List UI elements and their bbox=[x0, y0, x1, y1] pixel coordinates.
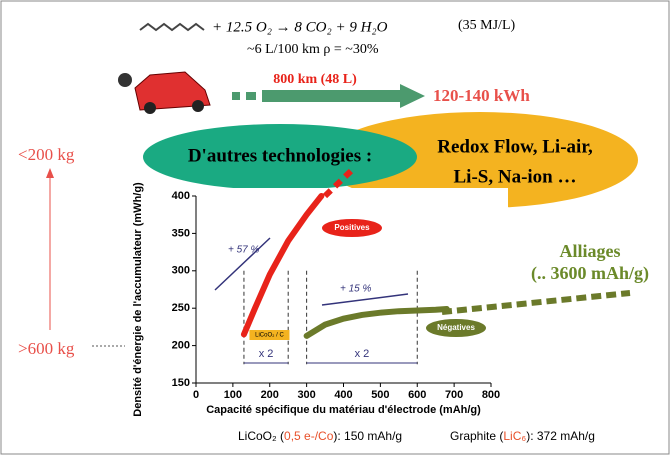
footer-part: ): 372 mAh/g bbox=[526, 429, 595, 443]
x-tick-label: 700 bbox=[445, 389, 463, 401]
x-tick-label: 400 bbox=[334, 389, 352, 401]
annotation: x 2 bbox=[259, 348, 274, 360]
alloys: Alliages bbox=[560, 241, 621, 261]
footer-part: LiC₆ bbox=[503, 429, 526, 443]
footer-part: 0,5 e-/Co bbox=[284, 429, 334, 443]
y-axis-label: Densité d'énergie de l'accumulateur (mWh… bbox=[132, 182, 144, 417]
tech-line: Li-S, Na-ion … bbox=[454, 166, 577, 187]
consumption: ~6 L/100 km ρ = ~30% bbox=[247, 42, 379, 57]
x-tick-label: 800 bbox=[482, 389, 500, 401]
annotation: x 2 bbox=[355, 348, 370, 360]
footer-part: LiCoO₂ ( bbox=[238, 429, 284, 443]
energy-density: (35 MJ/L) bbox=[458, 18, 516, 33]
x-axis-label: Capacité spécifique du matériau d'électr… bbox=[206, 404, 481, 416]
range-label: 800 km (48 L) bbox=[273, 72, 357, 87]
slide: + 12.5 O₂ → 8 CO₂ + 9 H₂O (35 MJ/L) ~6 L… bbox=[0, 0, 670, 455]
x-tick-label: 0 bbox=[193, 389, 199, 401]
legend-label: Positives bbox=[334, 223, 370, 232]
energy-label: 120-140 kWh bbox=[433, 86, 530, 105]
y-tick-label: 350 bbox=[172, 227, 190, 239]
tech-line: Redox Flow, Li-air, bbox=[437, 136, 593, 157]
footer-part: Graphite ( bbox=[450, 429, 503, 443]
y-tick-label: 250 bbox=[172, 302, 190, 314]
other-tech: D'autres technologies : bbox=[188, 145, 372, 166]
x-tick-label: 300 bbox=[297, 389, 315, 401]
y-tick-label: 150 bbox=[172, 377, 190, 389]
y-tick-label: 400 bbox=[172, 190, 190, 202]
x-tick-label: 500 bbox=[371, 389, 389, 401]
mass-high: >600 kg bbox=[18, 339, 75, 358]
footer-licoo2: LiCoO₂ (0,5 e-/Co): 150 mAh/g bbox=[238, 429, 402, 443]
alloys-capacity: (.. 3600 mAh/g) bbox=[531, 263, 649, 284]
y-tick-label: 200 bbox=[172, 340, 190, 352]
annotation: + 57 % bbox=[228, 245, 260, 256]
y-tick-label: 300 bbox=[172, 265, 190, 277]
x-tick-label: 200 bbox=[261, 389, 279, 401]
x-tick-label: 100 bbox=[224, 389, 242, 401]
x-tick-label: 600 bbox=[408, 389, 426, 401]
footer-graphite: Graphite (LiC₆): 372 mAh/g bbox=[450, 429, 595, 443]
formula: + 12.5 O₂ → 8 CO₂ + 9 H₂O bbox=[212, 19, 388, 35]
mass-low: <200 kg bbox=[18, 145, 75, 164]
footer-part: ): 150 mAh/g bbox=[333, 429, 402, 443]
legend-label: Négatives bbox=[437, 323, 475, 332]
annotation: LiCoO₂ / C bbox=[255, 333, 284, 339]
annotation: + 15 % bbox=[340, 284, 372, 295]
